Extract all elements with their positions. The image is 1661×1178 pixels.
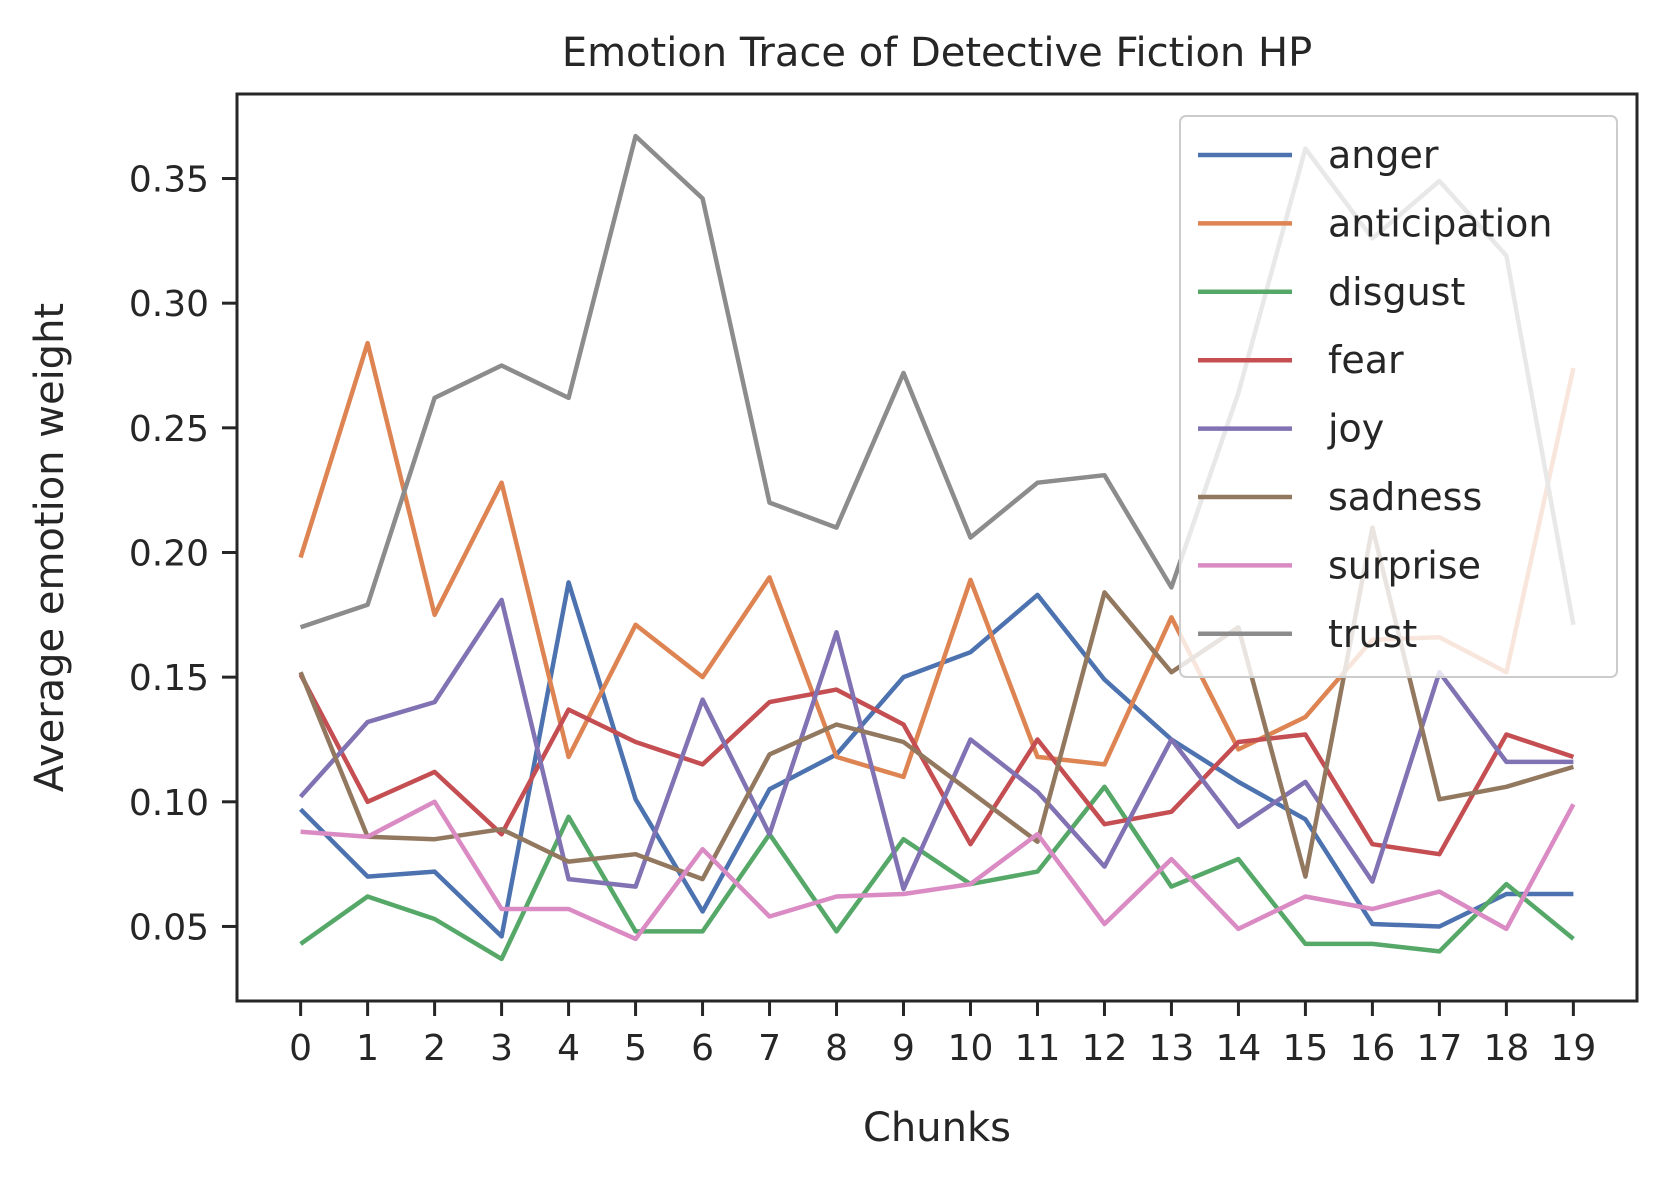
y-tick-label: 0.35 bbox=[129, 160, 209, 201]
legend-label-trust: trust bbox=[1328, 612, 1417, 656]
y-tick-label: 0.05 bbox=[129, 907, 209, 948]
legend-label-fear: fear bbox=[1328, 338, 1404, 382]
x-tick-label: 0 bbox=[289, 1028, 312, 1069]
legend-label-anticipation: anticipation bbox=[1328, 201, 1552, 245]
x-tick-label: 12 bbox=[1082, 1028, 1128, 1069]
legend-label-surprise: surprise bbox=[1328, 543, 1481, 587]
x-tick-label: 17 bbox=[1416, 1028, 1462, 1069]
x-tick-label: 15 bbox=[1283, 1028, 1329, 1069]
legend: anger anticipation disgust fear joy sadness su… bbox=[1179, 115, 1618, 678]
series-line-surprise bbox=[300, 799, 1576, 942]
legend-label-sadness: sadness bbox=[1328, 475, 1482, 519]
x-tick-label: 18 bbox=[1483, 1028, 1529, 1069]
x-tick-label: 10 bbox=[948, 1028, 994, 1069]
legend-label-disgust: disgust bbox=[1328, 270, 1465, 314]
series-line-fear bbox=[298, 673, 1575, 857]
x-axis-ticks: 0 1 2 3 4 5 6 7 8 9 10 11 12 13 14 15 16 17 18 19 bbox=[289, 1001, 1596, 1069]
x-tick-label: 11 bbox=[1015, 1028, 1061, 1069]
series-line-joy bbox=[298, 597, 1574, 892]
y-axis-label: Average emotion weight bbox=[27, 303, 73, 792]
axes-frame bbox=[235, 92, 1639, 1003]
y-tick-label: 0.10 bbox=[129, 783, 209, 824]
x-tick-label: 4 bbox=[557, 1028, 580, 1069]
x-tick-label: 19 bbox=[1550, 1028, 1596, 1069]
x-tick-label: 1 bbox=[356, 1028, 379, 1069]
y-tick-label: 0.30 bbox=[129, 284, 209, 325]
x-tick-label: 16 bbox=[1350, 1028, 1396, 1069]
y-axis-ticks: 0.05 0.10 0.15 0.20 0.25 0.30 0.35 bbox=[129, 160, 237, 948]
x-tick-label: 5 bbox=[624, 1028, 647, 1069]
x-tick-label: 7 bbox=[758, 1028, 781, 1069]
legend-label-anger: anger bbox=[1328, 133, 1439, 177]
legend-label-joy: joy bbox=[1327, 407, 1384, 451]
x-axis-label: Chunks bbox=[863, 1105, 1011, 1151]
series-line-disgust bbox=[299, 784, 1575, 962]
x-tick-label: 2 bbox=[423, 1028, 446, 1069]
chart-title: Emotion Trace of Detective Fiction HP bbox=[562, 30, 1312, 76]
x-tick-label: 13 bbox=[1149, 1028, 1195, 1069]
x-tick-label: 3 bbox=[490, 1028, 513, 1069]
x-tick-label: 8 bbox=[825, 1028, 848, 1069]
y-tick-label: 0.15 bbox=[129, 658, 209, 699]
plot-area bbox=[298, 133, 1576, 962]
x-tick-label: 9 bbox=[892, 1028, 915, 1069]
y-tick-label: 0.25 bbox=[129, 409, 209, 450]
x-tick-label: 14 bbox=[1216, 1028, 1262, 1069]
x-tick-label: 6 bbox=[691, 1028, 714, 1069]
y-tick-label: 0.20 bbox=[129, 533, 209, 574]
legend-box bbox=[1179, 115, 1618, 678]
